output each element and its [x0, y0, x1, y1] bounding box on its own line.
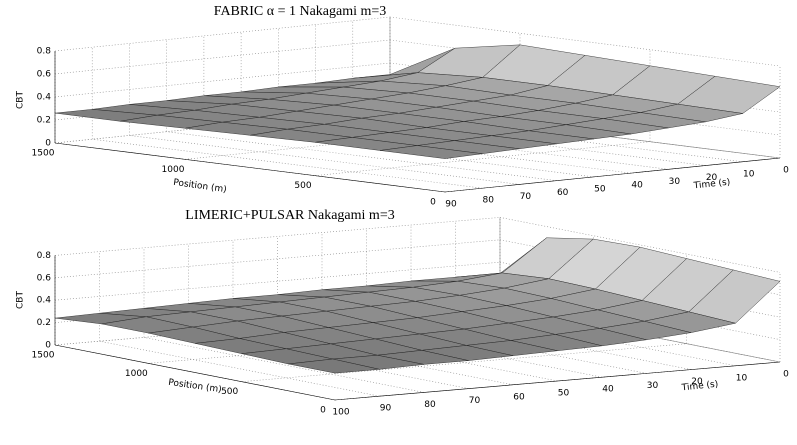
x-tick-label: 30	[647, 381, 659, 391]
chart-title: LIMERIC+PULSAR Nakagami m=3	[185, 208, 394, 223]
y-tick-label: 0	[430, 198, 436, 208]
grid-line	[54, 39, 391, 75]
x-tick-label: 10	[736, 373, 748, 383]
y-tick-label: 1500	[32, 351, 55, 361]
x-tick-label: 100	[332, 408, 349, 418]
grid-line	[54, 16, 391, 52]
y-tick-label: 500	[221, 387, 238, 397]
grid-line	[499, 217, 781, 273]
grid-line	[129, 135, 520, 185]
grid-line	[54, 239, 501, 279]
x-tick-label: 40	[631, 181, 643, 191]
chart-title: FABRIC α = 1 Nakagami m=3	[214, 4, 387, 19]
surface-cell	[379, 145, 483, 159]
grid-line	[241, 343, 687, 382]
y-axis-label: Position (m)	[168, 378, 223, 395]
z-tick-label: 0.4	[37, 296, 52, 306]
axis-line	[54, 344, 336, 401]
x-tick-label: 40	[602, 385, 614, 395]
grid-line	[54, 217, 501, 256]
x-axis-label: Time (s)	[680, 380, 718, 394]
x-tick-label: 20	[691, 377, 703, 387]
x-tick-label: 90	[380, 404, 392, 414]
x-tick-label: 80	[482, 196, 494, 206]
x-tick-label: 50	[558, 389, 570, 399]
grid-line	[166, 131, 557, 181]
x-tick-label: 70	[520, 192, 532, 202]
x-tick-label: 60	[557, 188, 569, 198]
grid-line	[499, 284, 781, 340]
y-tick-label: 0	[320, 406, 326, 416]
grid-line	[389, 85, 781, 136]
y-tick-label: 1000	[125, 369, 148, 379]
x-tick-label: 80	[424, 400, 436, 410]
axis-line	[444, 157, 781, 193]
z-tick-label: 0.6	[37, 70, 52, 80]
axis-line	[54, 142, 446, 193]
x-tick-label: 30	[669, 177, 681, 187]
z-axis-label: CBT	[16, 91, 26, 109]
x-tick-label: 20	[706, 173, 718, 183]
grid-line	[389, 16, 781, 67]
surface-cell	[288, 358, 380, 374]
y-axis-label: Position (m)	[173, 178, 228, 195]
x-tick-label: 10	[743, 169, 755, 179]
z-tick-label: 0.8	[37, 251, 52, 261]
grid-line	[143, 337, 425, 393]
x-tick-label: 0	[783, 166, 789, 176]
z-tick-label: 0	[45, 139, 51, 149]
z-tick-label: 0.6	[37, 273, 52, 283]
grid-line	[54, 261, 501, 301]
x-tick-label: 70	[469, 396, 481, 406]
z-tick-label: 0.4	[37, 93, 52, 103]
z-axis-label: CBT	[16, 291, 26, 309]
grid-line	[92, 138, 483, 189]
x-tick-label: 60	[513, 392, 525, 402]
grid-line	[99, 340, 380, 397]
axis-line	[334, 361, 781, 401]
z-tick-label: 0	[45, 341, 51, 351]
x-axis-label: Time (s)	[692, 178, 730, 192]
y-tick-label: 500	[294, 181, 311, 191]
x-tick-label: 0	[783, 370, 789, 380]
z-tick-label: 0.8	[37, 47, 52, 57]
y-tick-label: 1500	[32, 149, 55, 159]
z-tick-label: 0.2	[37, 318, 51, 328]
grid-line	[54, 62, 391, 98]
x-tick-label: 50	[594, 184, 606, 194]
z-tick-label: 0.2	[37, 116, 51, 126]
grid-line	[314, 141, 651, 176]
x-tick-label: 90	[445, 200, 457, 210]
y-tick-label: 1000	[162, 165, 185, 175]
